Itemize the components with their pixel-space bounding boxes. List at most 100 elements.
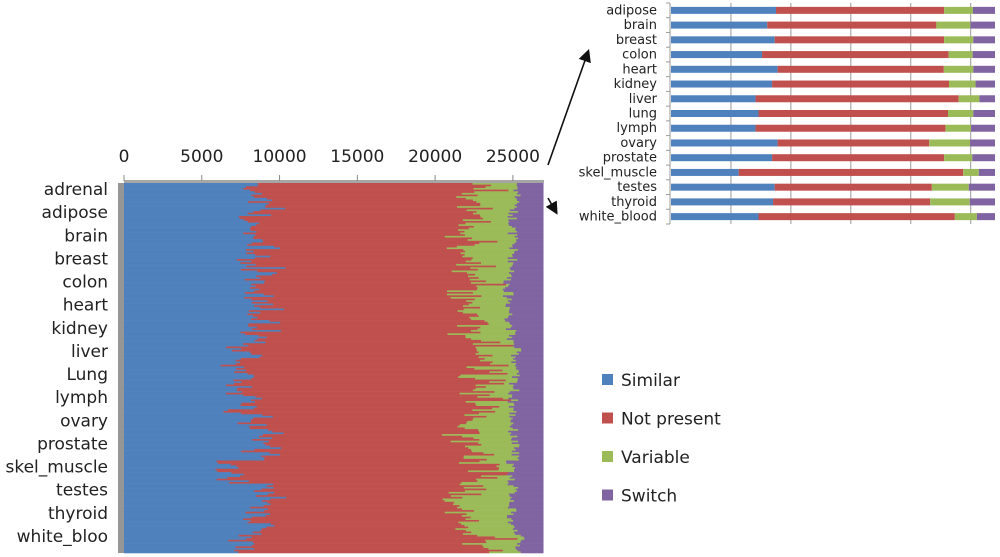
bar-segment-switch [513, 384, 544, 387]
bar-segment-variable [489, 371, 520, 374]
bar-segment-variable [482, 544, 521, 547]
bar-segment-switch [519, 389, 544, 392]
bar-segment-similar [124, 415, 274, 418]
inset-bar-segment-switch [976, 213, 995, 221]
bar-segment-switch [510, 278, 544, 281]
bar-segment-variable [460, 374, 520, 377]
bar-segment-similar [124, 202, 269, 205]
inset-category-label: brain [624, 18, 657, 33]
bar-segment-not-present [250, 420, 468, 423]
bar-segment-not-present [240, 404, 477, 407]
bar-segment-switch [517, 379, 544, 382]
bar-segment-switch [505, 305, 544, 308]
bar-segment-variable [499, 405, 510, 408]
category-label: prostate [37, 434, 108, 454]
bar-segment-not-present [239, 475, 482, 478]
category-label: white_bloo [17, 527, 108, 547]
bar-segment-not-present [241, 412, 480, 415]
bar-segment-switch [514, 207, 544, 210]
bar-segment-not-present [252, 315, 479, 318]
bar-segment-similar [124, 338, 258, 341]
bar-segment-not-present [272, 273, 476, 276]
bar-segment-not-present [260, 277, 480, 280]
bar-segment-not-present [251, 283, 507, 286]
bar-segment-variable [462, 311, 510, 314]
bar-segment-similar [124, 206, 266, 209]
legend-swatch [602, 451, 613, 462]
bar-segment-variable [479, 439, 512, 441]
bar-segment-switch [512, 417, 544, 420]
inset-bar-segment-not-present [774, 183, 932, 191]
bar-segment-switch [513, 531, 544, 534]
bar-segment-variable [462, 255, 514, 258]
bar-segment-not-present [217, 470, 469, 473]
bar-segment-not-present [267, 508, 463, 511]
bar-segment-not-present [265, 206, 458, 209]
bar-segment-not-present [253, 235, 446, 238]
bar-segment-similar [124, 204, 267, 207]
bar-segment-switch [512, 263, 544, 266]
bar-segment-switch [509, 391, 544, 394]
bar-segment-variable [490, 363, 517, 365]
bar-segment-variable [472, 343, 515, 346]
bar-segment-not-present [269, 445, 466, 448]
bar-segment-not-present [264, 457, 464, 460]
bar-segment-similar [124, 242, 252, 245]
inset-category-labels: adiposebrainbreastcolonheartkidneyliverl… [579, 3, 658, 224]
bar-segment-not-present [217, 462, 460, 465]
bar-segment-switch [510, 268, 544, 271]
bar-segment-similar [124, 292, 246, 294]
bar-segment-similar [124, 453, 281, 456]
bar-segment-not-present [248, 344, 517, 347]
bar-segment-variable [470, 516, 508, 519]
bar-segment-not-present [263, 505, 460, 508]
bar-segment-variable [475, 384, 514, 387]
bar-segment-variable [464, 414, 516, 417]
bar-segment-variable [461, 508, 517, 511]
bar-segment-similar [124, 315, 254, 318]
bar-segment-not-present [247, 220, 492, 223]
bar-segment-variable [461, 523, 512, 526]
x-tick-label: 15000 [330, 147, 384, 167]
bar-segment-switch [513, 409, 544, 412]
bar-segment-switch [512, 465, 544, 468]
bar-segment-similar [124, 308, 285, 311]
bar-segment-switch [513, 447, 544, 450]
bar-segment-switch [509, 434, 544, 437]
bar-segment-switch [509, 505, 544, 508]
bar-segment-similar [124, 339, 255, 342]
bar-segment-switch [516, 184, 544, 187]
bar-segment-not-present [244, 333, 448, 336]
bar-segment-similar [124, 543, 255, 546]
bar-segment-not-present [264, 280, 487, 283]
bar-segment-variable [477, 194, 521, 197]
bar-segment-switch [505, 328, 544, 331]
bar-segment-switch [524, 538, 544, 541]
bar-segment-variable [453, 503, 510, 506]
bar-segment-variable [465, 334, 510, 337]
inset-bar-segment-not-present [755, 124, 946, 132]
bar-segment-switch [511, 450, 544, 453]
bar-segment-switch [518, 486, 544, 489]
bar-segment-not-present [225, 384, 476, 387]
inset-bar-segment-not-present [772, 154, 945, 162]
bar-segment-not-present [261, 488, 487, 491]
bar-segment-switch [517, 237, 544, 240]
bar-segment-variable [502, 549, 518, 552]
bar-segment-not-present [285, 267, 471, 270]
bar-segment-not-present [274, 491, 450, 494]
bar-segment-variable [472, 257, 509, 260]
bar-segment-not-present [267, 493, 482, 496]
inset-bar-segment-variable [931, 183, 969, 191]
bar-segment-not-present [265, 204, 481, 207]
bar-segment-switch [516, 183, 544, 185]
bar-segment-similar [124, 323, 249, 326]
bar-segment-variable [459, 505, 510, 508]
bar-segment-switch [517, 186, 544, 189]
bar-segment-switch [515, 229, 544, 232]
bar-segment-not-present [274, 245, 458, 248]
bar-segment-not-present [267, 429, 479, 432]
inset-bar-segment-similar [671, 36, 775, 44]
bar-segment-switch [512, 255, 544, 258]
bar-segment-not-present [245, 511, 446, 514]
